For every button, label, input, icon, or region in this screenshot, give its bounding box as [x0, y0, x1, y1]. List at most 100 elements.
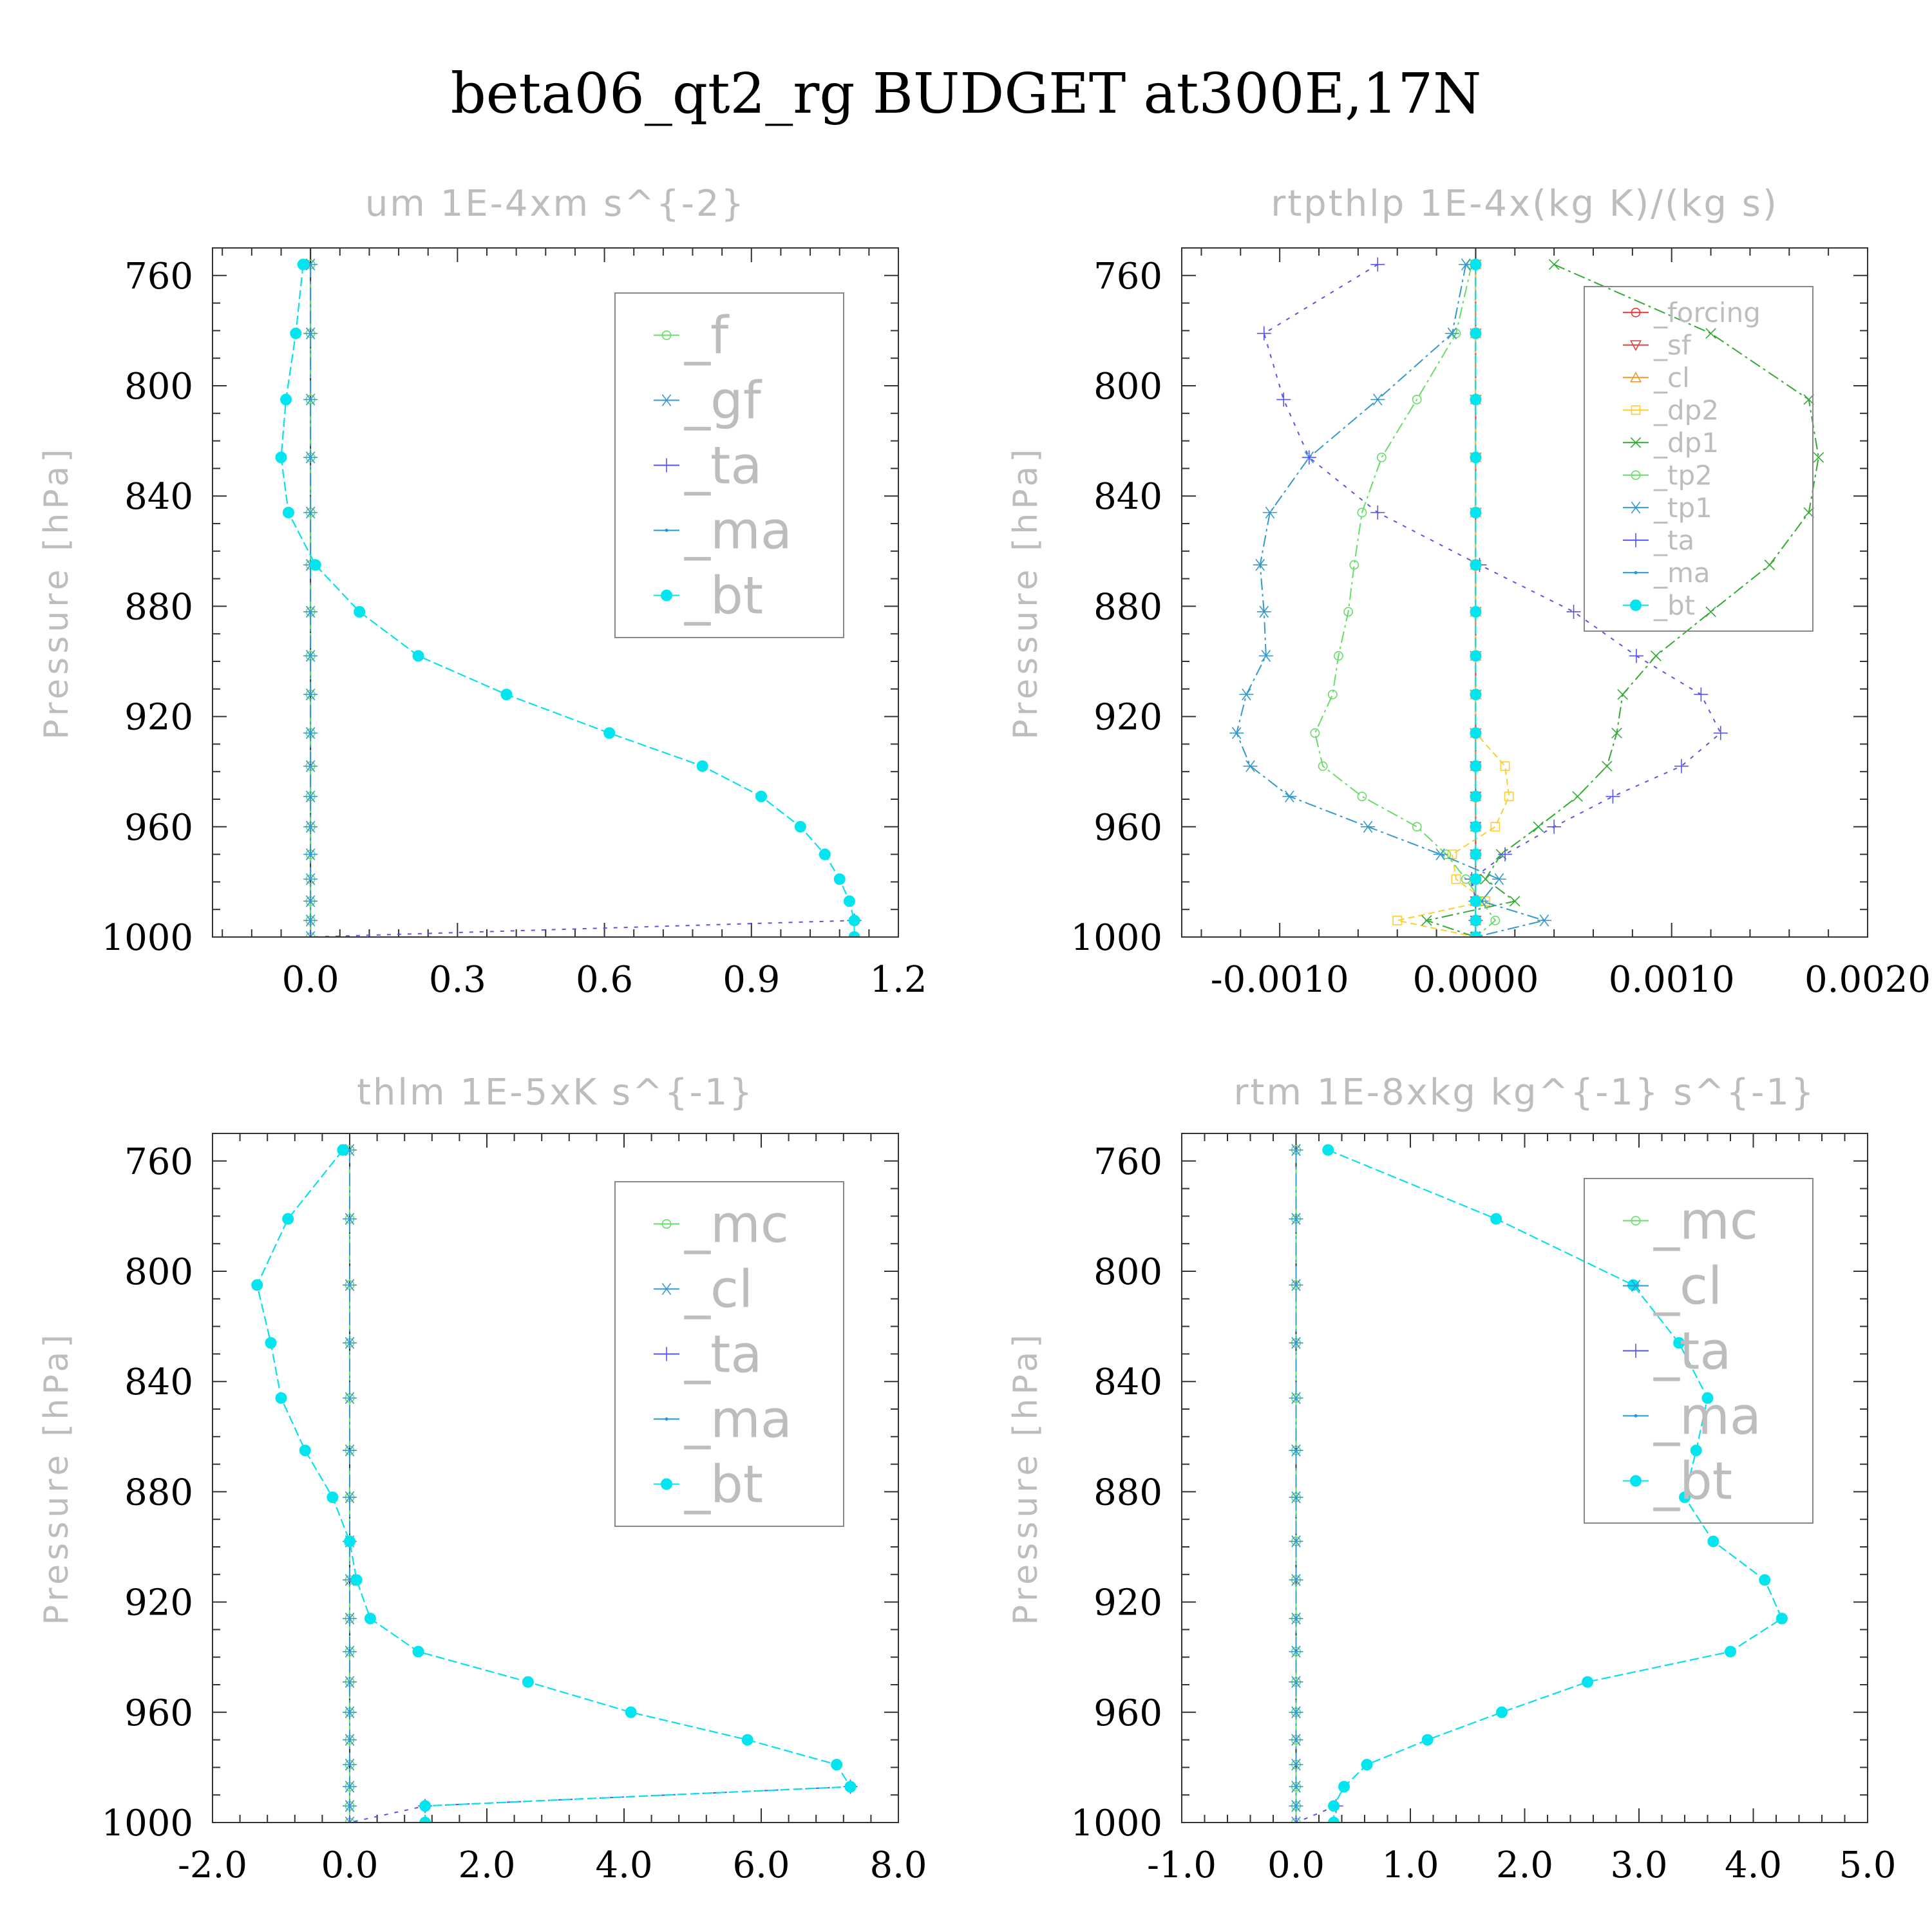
- data-point: [1370, 505, 1385, 520]
- y-tick-label: 960: [1094, 807, 1162, 849]
- y-tick-label: 840: [124, 1361, 193, 1403]
- data-point: [1328, 1800, 1340, 1812]
- data-point: [1533, 821, 1544, 833]
- data-point: [1289, 1800, 1303, 1812]
- data-point: [343, 1392, 357, 1405]
- data-point: [1776, 1613, 1788, 1625]
- panels: um 1E-4xm s^{-2} Pressure [hPa] 760 800 840 8…: [37, 183, 1931, 1886]
- data-point: [1289, 1645, 1303, 1658]
- data-point: [1310, 728, 1320, 738]
- data-point: [1289, 1574, 1303, 1586]
- data-point: [1289, 1392, 1303, 1405]
- legend-marker: [1629, 371, 1642, 383]
- legend-item_mc: _mc: [654, 1195, 789, 1255]
- data-point: [275, 1392, 287, 1404]
- data-point: [1392, 915, 1403, 925]
- y-tick-label: 960: [124, 1692, 193, 1734]
- data-point: [343, 1758, 357, 1771]
- data-point: [1421, 1734, 1434, 1746]
- x-tick-label: 0.0: [282, 959, 339, 1001]
- legend-marker: [1630, 1475, 1642, 1487]
- data-point: [833, 873, 846, 886]
- legend-label: _bt: [684, 1455, 763, 1515]
- data-point: [1289, 1676, 1303, 1688]
- plot-area: [1229, 257, 1824, 937]
- data-point: [303, 895, 318, 907]
- y-tick-label: 920: [1094, 697, 1162, 739]
- legend-marker: [1630, 599, 1642, 611]
- legend-label: _gf: [684, 371, 762, 431]
- y-tick-label: 800: [124, 366, 193, 408]
- data-point: [265, 1337, 277, 1349]
- data-point: [1447, 849, 1457, 859]
- data-point: [303, 605, 318, 618]
- data-point: [1480, 873, 1491, 885]
- data-point: [1289, 1279, 1303, 1291]
- data-point: [794, 820, 806, 833]
- legend-marker: [1629, 340, 1642, 352]
- legend-label: _tp2: [1653, 459, 1712, 491]
- data-point: [1289, 1706, 1303, 1719]
- legend-marker: [665, 529, 668, 532]
- legend-item_f: _f: [654, 306, 730, 366]
- data-point: [1572, 791, 1583, 802]
- series_dp2: [1392, 260, 1514, 937]
- y-tick-label: 840: [1094, 476, 1162, 518]
- data-point: [1361, 1759, 1373, 1771]
- data-point: [1651, 650, 1662, 661]
- data-point: [1582, 1676, 1594, 1688]
- legend-item_bt: _bt: [654, 566, 763, 626]
- data-point: [343, 1444, 357, 1457]
- plot-frame: [1181, 1133, 1868, 1823]
- legend-item_gf: _gf: [654, 371, 762, 431]
- data-point: [1289, 1337, 1303, 1349]
- data-point: [843, 895, 855, 907]
- y-tick-label: 920: [124, 1582, 193, 1624]
- legend-label: _mc: [684, 1195, 789, 1255]
- data-point: [1256, 326, 1271, 341]
- y-tick-label: 880: [124, 1472, 193, 1513]
- x-tick-label: 4.0: [595, 1844, 652, 1886]
- plot-frame: [1181, 247, 1868, 938]
- legend-marker: [1631, 1216, 1641, 1226]
- data-point: [303, 930, 318, 937]
- legend-item_bt: _bt: [1623, 589, 1695, 621]
- x-tick-label: 0.0010: [1609, 959, 1735, 1001]
- data-point: [1803, 394, 1814, 405]
- legend-marker: [665, 1417, 668, 1421]
- data-point: [1289, 1815, 1303, 1823]
- x-tick-label: 2.0: [1496, 1844, 1553, 1886]
- legend-label: _ma: [684, 1390, 792, 1450]
- data-point: [1701, 1392, 1714, 1404]
- legend-marker: [659, 394, 674, 406]
- legend-label: _cl: [1653, 1256, 1722, 1316]
- legend-label: _forcing: [1653, 297, 1761, 328]
- x-tick-label: 8.0: [869, 1844, 927, 1886]
- data-point: [419, 1817, 431, 1823]
- y-tick-label: 800: [124, 1251, 193, 1293]
- data-point: [1470, 727, 1482, 739]
- data-point: [343, 1676, 357, 1688]
- data-point: [1357, 791, 1367, 802]
- y-tick-label: 880: [124, 586, 193, 628]
- data-point: [1328, 1817, 1340, 1823]
- data-point: [1451, 874, 1461, 884]
- legend-item_ta: _ta: [1623, 1321, 1731, 1381]
- panel-rtpthlp: rtpthlp 1E-4x(kg K)/(kg s) Pressure [hPa]…: [1007, 183, 1931, 1001]
- plot-area: [1289, 1144, 1788, 1823]
- series_ta: [303, 913, 862, 937]
- data-point: [1629, 649, 1643, 663]
- data-point: [303, 931, 318, 937]
- data-point: [1444, 327, 1459, 339]
- data-point: [1470, 393, 1482, 406]
- data-point: [1412, 822, 1422, 832]
- x-tick-label: 1.2: [869, 959, 927, 1001]
- y-tick-label: 920: [1094, 1582, 1162, 1624]
- data-point: [1803, 507, 1814, 518]
- data-point: [1229, 727, 1244, 739]
- data-point: [280, 393, 292, 406]
- legend-box: [614, 1181, 844, 1527]
- data-point: [696, 760, 708, 772]
- plot-area: [251, 1144, 858, 1823]
